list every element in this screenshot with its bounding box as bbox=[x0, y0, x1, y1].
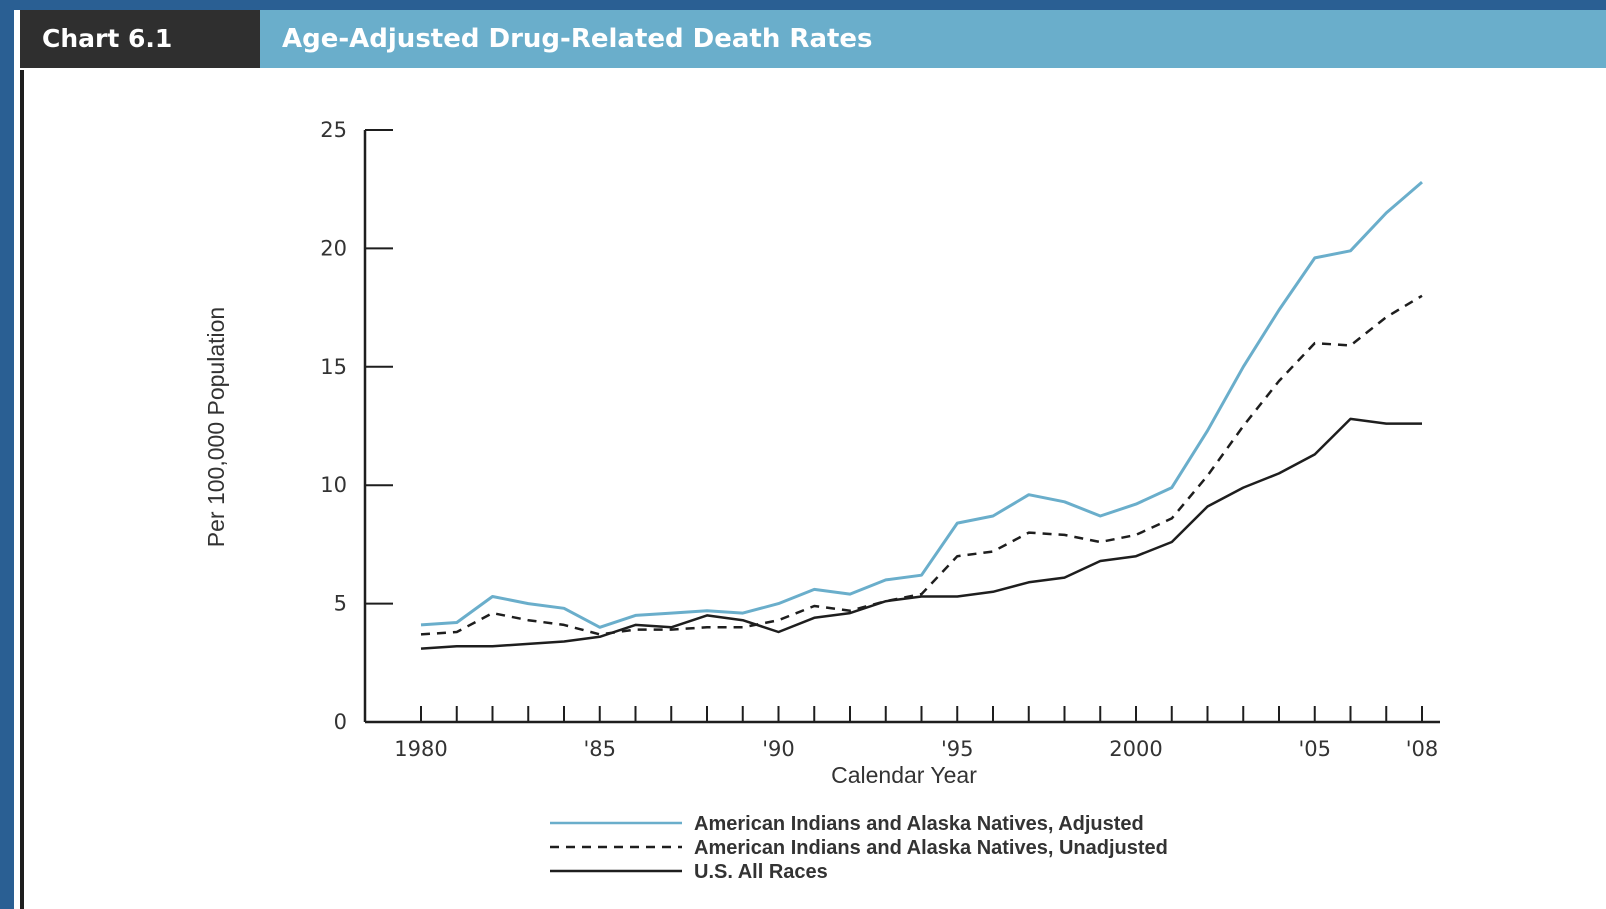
x-tick-label: '08 bbox=[1406, 737, 1439, 761]
x-tick-label: '05 bbox=[1299, 737, 1332, 761]
y-tick-label: 25 bbox=[320, 118, 347, 142]
y-tick-label: 10 bbox=[320, 473, 347, 497]
chart-frame: Chart 6.1 Age-Adjusted Drug-Related Deat… bbox=[14, 10, 1606, 909]
x-axis-title: Calendar Year bbox=[831, 762, 977, 788]
legend: American Indians and Alaska Natives, Adj… bbox=[550, 813, 1168, 883]
x-tick-label: 2000 bbox=[1109, 737, 1162, 761]
chart-header: Chart 6.1 Age-Adjusted Drug-Related Deat… bbox=[14, 10, 1606, 68]
legend-label: American Indians and Alaska Natives, Una… bbox=[694, 837, 1168, 859]
y-tick-label: 5 bbox=[334, 592, 347, 616]
y-tick-label: 0 bbox=[334, 710, 347, 734]
series-layer bbox=[420, 180, 1423, 650]
chart-number: Chart 6.1 bbox=[20, 10, 260, 68]
series-line-us-all-races bbox=[420, 417, 1422, 650]
axes: 0 5 10 15 20 25 1980 '85 '90 '95 2000 '05 '08 bbox=[320, 118, 1440, 761]
x-tick-label: '85 bbox=[584, 737, 617, 761]
line-chart: 0 5 10 15 20 25 1980 '85 '90 '95 2000 '05 '08 Per 10… bbox=[203, 118, 1440, 883]
x-tick-label: '90 bbox=[762, 737, 795, 761]
legend-label: U.S. All Races bbox=[694, 861, 828, 883]
y-tick-label: 20 bbox=[320, 236, 347, 260]
x-tick-label: '95 bbox=[941, 737, 974, 761]
series-line-aian-unadjusted bbox=[420, 294, 1423, 636]
chart-title: Age-Adjusted Drug-Related Death Rates bbox=[260, 10, 1606, 68]
left-border-rule bbox=[20, 70, 24, 909]
x-tick-label: 1980 bbox=[394, 737, 447, 761]
series-line-aian-adjusted bbox=[420, 180, 1423, 629]
legend-label: American Indians and Alaska Natives, Adj… bbox=[694, 813, 1144, 835]
y-tick-label: 15 bbox=[320, 355, 347, 379]
y-axis-title: Per 100,000 Population bbox=[203, 307, 229, 547]
